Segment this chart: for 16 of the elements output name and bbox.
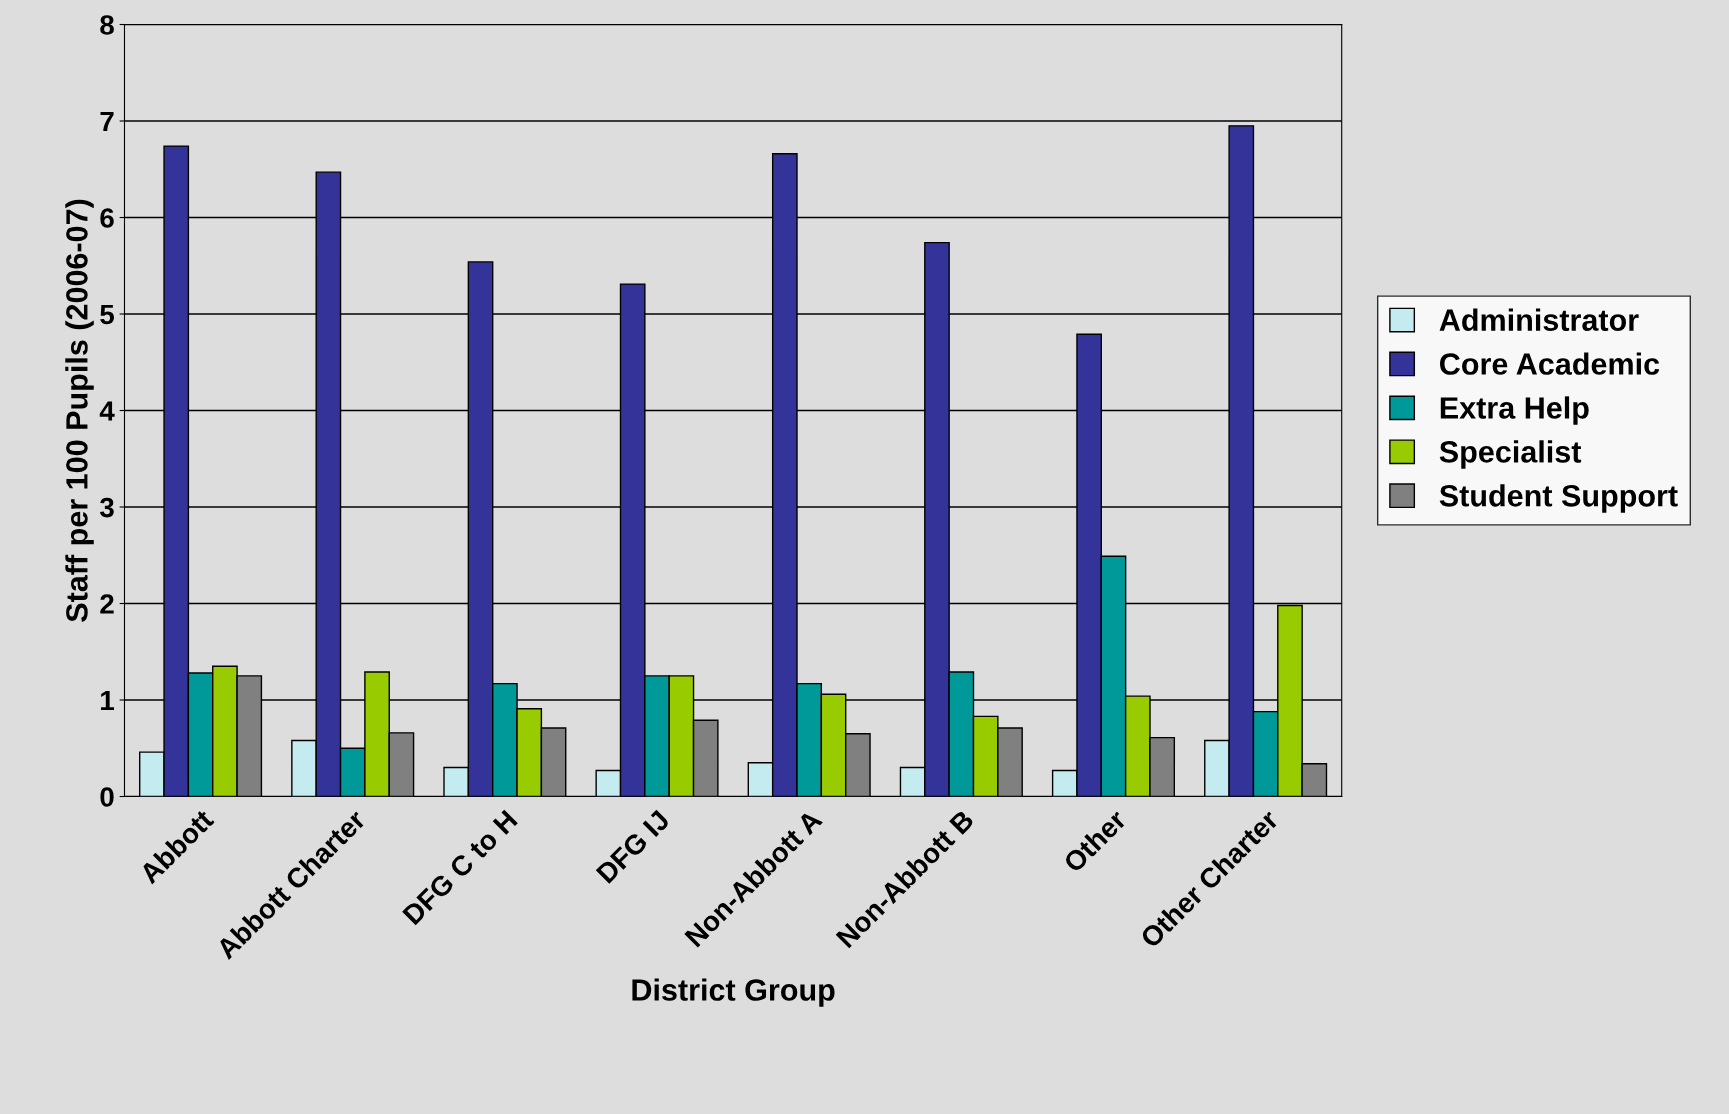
y-tick-label: 6 xyxy=(100,208,114,228)
y-tick-label: 5 xyxy=(100,304,114,325)
y-tick-label: 4 xyxy=(99,401,115,421)
y-tick-label: 2 xyxy=(100,594,114,614)
legend-label: Student Support xyxy=(1439,484,1678,513)
y-tick-label: 7 xyxy=(100,111,114,132)
y-tick-label: 3 xyxy=(99,497,114,518)
x-axis-title: District Group xyxy=(632,978,835,1007)
y-tick-label: 8 xyxy=(100,15,114,35)
y-tick-label: 0 xyxy=(100,787,114,807)
y-axis-title: Staff per 100 Pupils (2006-07) xyxy=(65,199,94,622)
legend-label: Core Academic xyxy=(1440,352,1660,375)
legend-label: Extra Help xyxy=(1440,396,1589,425)
legend-label: Specialist xyxy=(1439,440,1582,469)
legend-label: Administrator xyxy=(1439,308,1639,331)
y-tick-label: 1 xyxy=(101,690,114,711)
